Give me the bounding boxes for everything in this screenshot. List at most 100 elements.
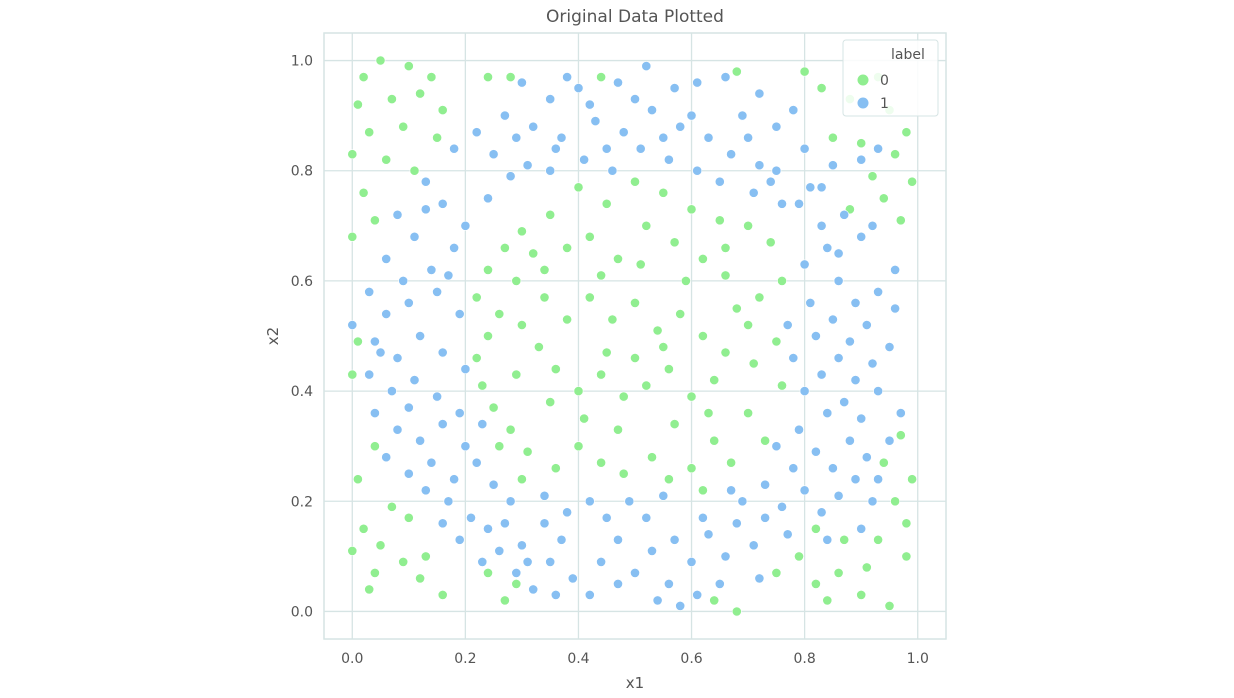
data-point-label-1 [856,231,867,242]
data-point-label-1 [777,198,787,209]
data-point-label-0 [528,248,539,259]
data-point-label-1 [726,149,736,160]
data-point-label-1 [652,595,663,606]
data-point-label-0 [511,579,522,589]
data-point-label-0 [878,193,889,204]
data-point-label-0 [573,441,584,452]
data-point-label-0 [856,590,867,600]
data-point-label-0 [743,408,753,418]
data-point-label-0 [771,336,782,347]
data-point-label-0 [517,226,527,237]
data-point-label-0 [398,557,409,567]
data-point-label-1 [794,198,804,209]
data-point-label-0 [754,292,765,303]
data-point-label-1 [754,160,765,171]
data-point-label-0 [352,474,363,485]
data-point-label-0 [686,391,697,402]
data-point-label-1 [392,209,403,220]
data-point-label-1 [618,127,629,138]
data-point-label-1 [664,579,674,589]
data-point-label-1 [499,518,510,529]
data-point-label-1 [584,496,595,507]
data-point-label-1 [398,275,409,286]
data-point-label-1 [760,512,770,523]
data-point-label-0 [511,369,522,380]
data-point-label-0 [867,171,878,182]
data-point-label-0 [647,452,657,463]
data-point-label-1 [669,83,680,93]
data-point-label-1 [386,386,397,396]
data-point-label-1 [409,231,420,242]
data-point-label-1 [799,259,810,270]
data-point-label-1 [833,275,844,286]
data-point-label-0 [358,72,369,82]
data-point-label-1 [528,121,539,132]
data-point-label-1 [833,490,844,501]
data-point-label-0 [664,364,674,374]
data-point-label-0 [890,496,900,507]
data-point-label-1 [850,474,861,485]
data-point-label-1 [437,198,448,209]
data-point-label-1 [845,336,855,347]
data-point-label-0 [607,314,618,325]
data-point-label-0 [720,347,731,358]
data-point-label-0 [630,176,640,187]
data-point-label-0 [720,242,731,253]
data-point-label-1 [664,154,674,165]
data-point-label-0 [907,176,917,187]
data-point-label-1 [890,264,900,275]
data-point-label-0 [483,72,493,82]
data-point-label-1 [437,347,448,358]
data-point-label-0 [471,292,482,303]
data-point-label-1 [641,61,652,71]
data-point-label-1 [420,485,431,496]
data-point-label-1 [867,358,878,369]
data-point-label-1 [799,143,810,154]
data-point-label-1 [635,143,646,154]
data-point-label-0 [483,331,493,341]
data-point-label-0 [550,364,561,374]
data-point-label-1 [720,72,731,82]
data-point-label-0 [731,606,742,617]
data-point-label-1 [850,375,861,385]
data-point-label-1 [658,132,669,143]
data-point-label-1 [811,446,821,457]
data-point-label-1 [890,303,900,314]
data-point-label-1 [794,424,804,435]
x-tick-label: 0.4 [567,651,589,667]
data-point-label-1 [873,386,883,396]
data-point-label-0 [596,457,606,468]
data-point-label-0 [409,165,420,176]
data-point-label-1 [760,479,770,490]
data-point-label-0 [658,187,669,198]
data-point-label-0 [884,601,895,611]
data-point-label-1 [613,579,623,589]
data-point-label-1 [403,468,414,479]
data-point-label-0 [562,314,572,325]
data-point-label-1 [777,501,787,512]
y-axis-label: x2 [264,327,282,345]
data-point-label-0 [403,61,414,71]
data-point-label-0 [415,573,425,584]
data-point-label-1 [811,331,821,341]
data-point-label-0 [890,149,900,160]
data-point-label-1 [828,160,838,171]
data-point-label-0 [714,215,725,226]
data-point-label-1 [816,369,827,380]
data-point-label-1 [771,121,782,132]
data-point-label-0 [364,127,375,138]
data-point-label-0 [426,72,437,82]
data-point-label-1 [828,463,838,474]
data-point-label-0 [437,590,448,600]
data-point-label-1 [630,94,640,104]
data-point-label-0 [352,99,363,110]
data-point-label-1 [647,546,657,556]
data-point-label-0 [856,138,867,149]
data-point-label-1 [539,518,550,529]
data-point-label-1 [392,353,403,363]
data-point-label-1 [861,452,872,463]
y-tick-label: 1.0 [291,54,313,70]
data-point-label-1 [856,413,867,424]
data-point-label-1 [369,408,380,418]
data-point-label-1 [641,512,652,523]
